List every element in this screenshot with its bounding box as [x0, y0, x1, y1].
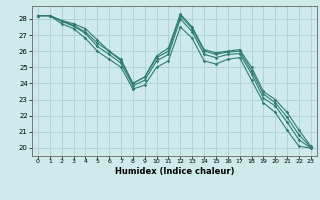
X-axis label: Humidex (Indice chaleur): Humidex (Indice chaleur)	[115, 167, 234, 176]
